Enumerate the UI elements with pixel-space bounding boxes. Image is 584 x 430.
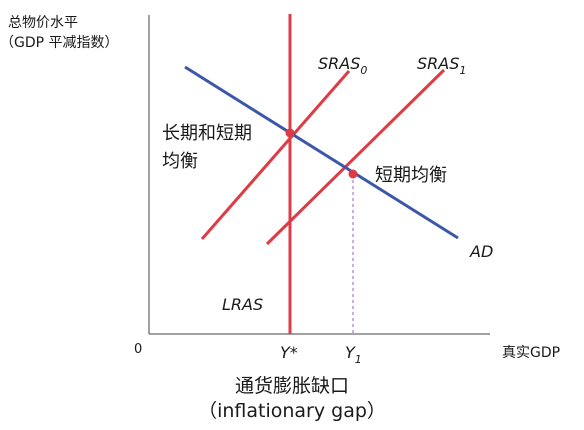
short-run-equilibrium-label: 短期均衡	[375, 165, 447, 186]
long-short-equilibrium-point	[285, 128, 295, 138]
inflationary-gap-title: 通货膨胀缺口	[235, 375, 349, 397]
y-axis-title-line1: 总物价水平	[8, 15, 78, 31]
ad-label: AD	[469, 242, 493, 261]
long-short-equilibrium-label-line2: 均衡	[162, 151, 198, 172]
sras1-label: SRAS1	[417, 54, 466, 77]
y1-tick-label: Y1	[345, 343, 362, 366]
ystar-tick-label: Y*	[280, 343, 298, 362]
origin-label: 0	[134, 342, 142, 357]
sras0-line	[200, 70, 351, 240]
x-axis-title: 真实GDP	[502, 345, 560, 361]
sras1-line	[265, 68, 446, 246]
inflationary-gap-subtitle: （inflationary gap）	[198, 400, 386, 422]
lras-label: LRAS	[222, 295, 263, 314]
ad-line	[184, 65, 459, 240]
sras0-label: SRAS0	[318, 54, 367, 77]
y-axis-title-line2: （GDP 平减指数）	[0, 35, 119, 51]
short-run-equilibrium-point	[348, 169, 358, 179]
long-short-equilibrium-label-line1: 长期和短期	[162, 123, 252, 144]
